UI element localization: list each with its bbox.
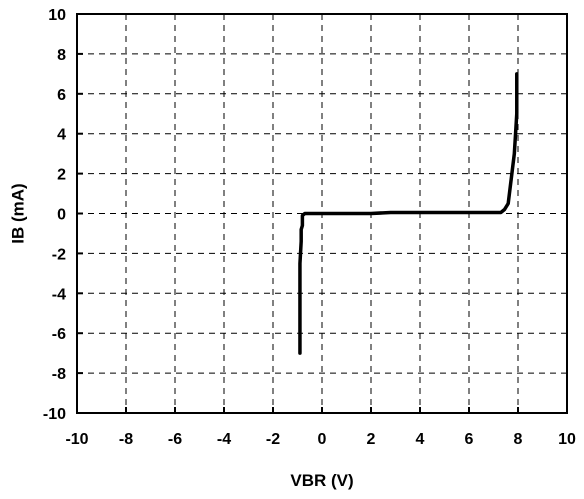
- y-tick-label: 10: [48, 7, 66, 24]
- y-tick-label: -2: [52, 246, 66, 263]
- x-tick-label: 0: [318, 431, 327, 448]
- y-tick-label: 0: [57, 207, 66, 224]
- series-layer: [298, 72, 519, 355]
- x-tick-label: -2: [266, 431, 280, 448]
- x-tick-label: -4: [217, 431, 231, 448]
- x-tick-label: 2: [367, 431, 376, 448]
- tick-marks: [76, 13, 568, 414]
- y-tick-label: 2: [57, 167, 66, 184]
- y-tick-label: -6: [52, 326, 66, 343]
- iv-series-line: [298, 72, 519, 355]
- x-tick-label: 8: [514, 431, 523, 448]
- x-tick-label: -6: [168, 431, 182, 448]
- y-tick-label: 6: [57, 87, 66, 104]
- y-tick-label: 8: [57, 47, 66, 64]
- x-tick-label: 6: [465, 431, 474, 448]
- y-tick-label: -4: [52, 286, 66, 303]
- x-axis-title: VBR (V): [290, 471, 353, 490]
- y-axis-title: IB (mA): [8, 183, 27, 243]
- x-tick-label: 10: [558, 431, 576, 448]
- x-tick-labels: -10 -8 -6 -4 -2 0 2 4 6 8 10: [65, 431, 576, 448]
- x-tick-label: -10: [65, 431, 88, 448]
- y-tick-labels: -10 -8 -6 -4 -2 0 2 4 6 8 10: [43, 7, 66, 423]
- y-tick-label: -10: [43, 406, 66, 423]
- x-tick-label: 4: [416, 431, 425, 448]
- y-tick-label: -8: [52, 366, 66, 383]
- x-tick-label: -8: [119, 431, 133, 448]
- y-tick-label: 4: [57, 127, 66, 144]
